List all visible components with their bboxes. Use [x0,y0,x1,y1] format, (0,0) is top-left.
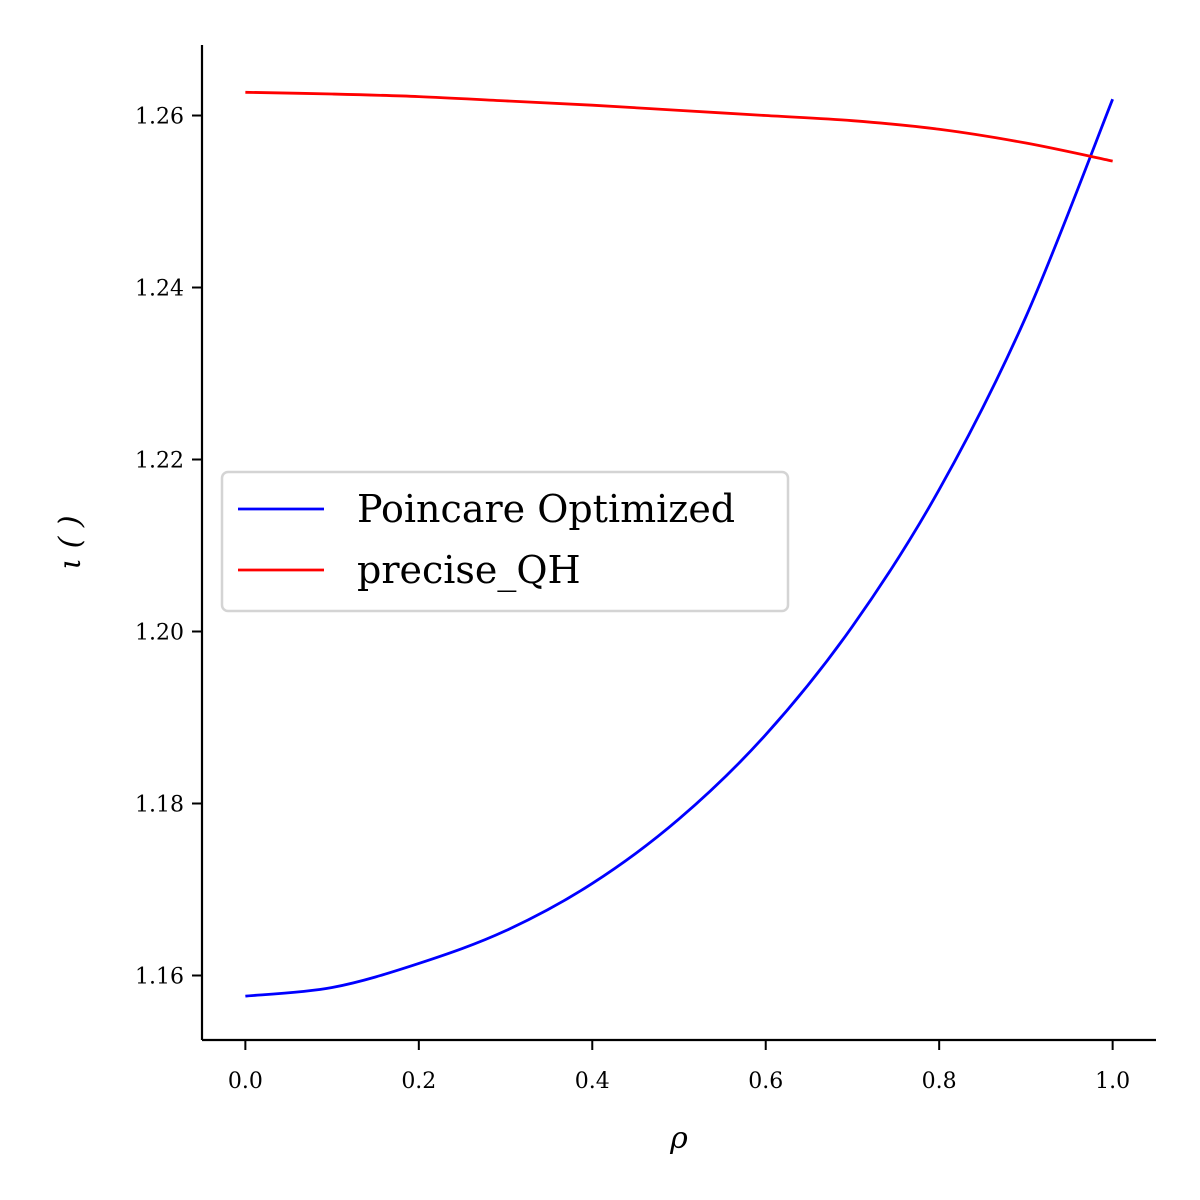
x-tick-label: 1.0 [1095,1069,1130,1094]
x-tick-label: 0.8 [922,1069,957,1094]
series-layer [245,90,1114,998]
series-line-2 [245,90,1113,163]
legend-label: Poincare Optimized [357,487,735,531]
legend-label: precise_QH [357,548,581,593]
legend: Poincare Optimized precise_QH [220,470,790,613]
y-tick-label: 1.18 [135,793,184,818]
axes: 0.0 0.2 0.4 0.6 0.8 1.0 1.16 1.18 1.20 1.22 1.24 1.… [135,45,1156,1094]
y-tick-label: 1.26 [135,105,184,130]
x-axis-label: ρ [669,1121,688,1156]
x-tick-label: 0.6 [748,1069,783,1094]
x-tick-label: 0.0 [228,1069,263,1094]
x-tick-label: 0.2 [401,1069,436,1094]
y-tick-label: 1.24 [135,277,184,302]
y-tick-label: 1.16 [135,965,184,990]
x-tick-label: 0.4 [575,1069,610,1094]
y-tick-label: 1.22 [135,449,184,474]
y-tick-label: 1.20 [135,621,184,646]
y-axis-label: ι ( ) [53,515,88,569]
legend-frame [220,470,790,613]
series-line-1 [245,98,1114,998]
